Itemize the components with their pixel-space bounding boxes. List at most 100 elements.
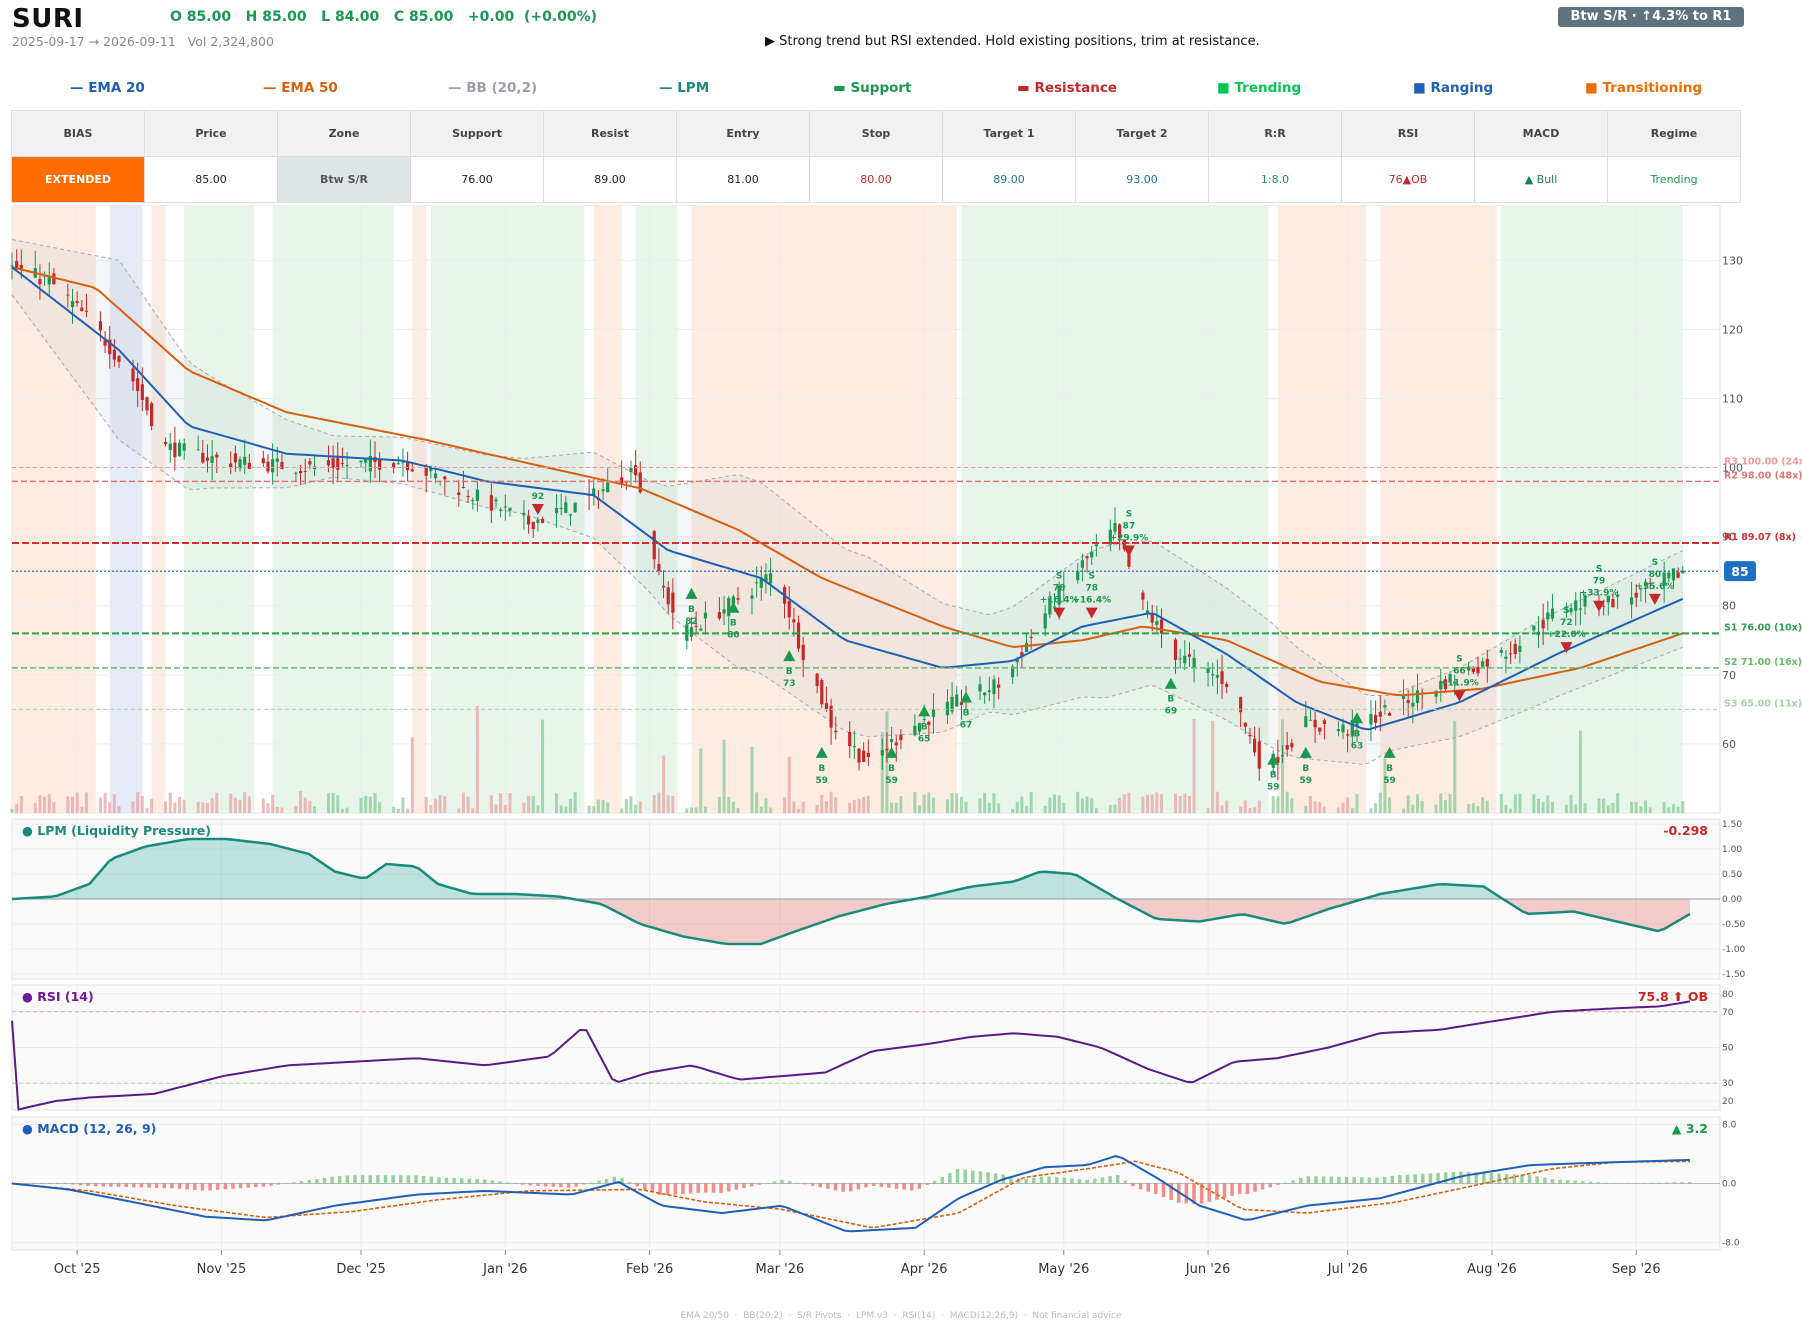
macd-histogram-bar <box>833 1183 838 1191</box>
macd-histogram-bar <box>1543 1177 1547 1184</box>
y-tick-label: -8.0 <box>1722 1239 1740 1249</box>
macd-histogram-bar <box>826 1183 830 1189</box>
lpm-positive-area <box>12 839 1690 899</box>
y-tick-label: -1.00 <box>1722 945 1746 955</box>
volume-bar <box>340 808 344 813</box>
sell-signal-marker <box>531 504 544 515</box>
volume-bar <box>1085 796 1089 813</box>
legend-item: — EMA 20 <box>70 80 145 96</box>
candle-body <box>792 619 796 623</box>
volume-bar <box>950 793 954 813</box>
macd-histogram-bar <box>620 1177 624 1184</box>
volume-bar <box>247 796 251 813</box>
candle-body <box>10 265 14 267</box>
volume-bar <box>1541 802 1545 813</box>
macd-histogram-bar <box>810 1183 815 1186</box>
y-tick-label: 30 <box>1722 1079 1734 1089</box>
candle-body <box>554 507 559 514</box>
volume-bar <box>1257 800 1261 813</box>
volume-bar <box>1160 794 1164 813</box>
candle-body <box>1415 690 1420 704</box>
volume-bar <box>392 806 396 813</box>
macd-histogram-bar <box>1527 1175 1532 1184</box>
macd-histogram-bar <box>284 1183 289 1184</box>
volume-bar <box>396 808 400 813</box>
volume-bar <box>587 805 591 813</box>
macd-histogram-bar <box>993 1173 998 1184</box>
volume-bar <box>489 795 493 813</box>
table-cell: 93.00 <box>1075 156 1209 203</box>
candle-body <box>1313 719 1317 728</box>
candle-body <box>522 512 526 516</box>
macd-histogram-bar <box>1024 1178 1028 1184</box>
macd-line <box>11 1155 1691 1233</box>
volume-bar <box>783 797 787 813</box>
macd-histogram-bar <box>1306 1176 1311 1184</box>
macd-histogram-bar <box>971 1170 975 1184</box>
volume-bar <box>131 801 135 813</box>
macd-histogram-bar <box>1642 1182 1646 1184</box>
signal-label: B <box>1270 771 1277 781</box>
candle-body <box>1336 729 1340 732</box>
rsi-panel: 80 70 50 30 20 ● RSI (14) 75.8 ⬆ OB <box>11 984 1734 1111</box>
volume-bar <box>1536 798 1540 813</box>
candle-body <box>1662 572 1666 586</box>
candle-body <box>108 339 112 355</box>
volume-bar <box>1150 794 1154 813</box>
macd-histogram-bar <box>1344 1176 1349 1184</box>
volume-bar <box>1052 794 1056 813</box>
macd-histogram-bar <box>566 1183 571 1188</box>
candle-body <box>820 680 824 705</box>
table-cell: Trending <box>1607 156 1741 203</box>
y-tick-label: 0.0 <box>1722 1180 1737 1190</box>
volume-bar <box>731 801 735 813</box>
volume-bar <box>638 801 642 813</box>
volume-bar <box>1420 800 1424 813</box>
x-tick-label: Jan '26 <box>482 1262 527 1277</box>
volume-bar <box>694 807 698 813</box>
volume-bar <box>1118 797 1122 813</box>
volume-bar <box>1281 719 1285 813</box>
candle-body <box>336 458 340 470</box>
volume-bar <box>243 792 247 813</box>
candle-body <box>1010 666 1015 678</box>
volume-bar <box>755 792 759 813</box>
volume-bar <box>1080 798 1084 813</box>
candle-body <box>392 463 396 469</box>
zone-badge: Btw S/R · ↑4.3% to R1 <box>1558 7 1744 27</box>
macd-histogram-bar <box>1337 1176 1341 1184</box>
candle-body <box>1518 645 1522 653</box>
candle-body <box>1155 621 1159 625</box>
volume-bar <box>685 808 689 813</box>
candle-body <box>913 725 917 736</box>
macd-histogram-bar <box>757 1183 761 1185</box>
date-range-volume: 2025-09-17 → 2026-09-11 Vol 2,324,800 <box>12 34 274 49</box>
candle-body <box>1276 756 1280 763</box>
candle-body <box>1127 553 1131 567</box>
volume-bar <box>1597 798 1601 813</box>
volume-bar <box>815 804 819 813</box>
sr-level-label: R3 100.00 (24x) <box>1724 457 1802 468</box>
candle-body <box>298 471 303 474</box>
volume-bar <box>1550 802 1554 813</box>
volume-bar <box>47 794 51 813</box>
signal-info-table: BIAS Price Zone Support Resist Entry Stop Targe… <box>11 110 1741 203</box>
macd-histogram-bar <box>139 1183 144 1188</box>
candle-body <box>1220 671 1224 685</box>
volume-bar <box>829 791 833 813</box>
buy-signal-marker <box>1299 746 1312 758</box>
volume-bar <box>261 798 265 813</box>
candle-body <box>163 441 168 445</box>
candle-body <box>1443 679 1448 690</box>
table-header-cell: Zone <box>277 110 411 157</box>
volume-bar <box>1616 793 1620 813</box>
volume-bar <box>1155 792 1159 813</box>
candle-body <box>764 574 768 582</box>
macd-histogram-bar <box>1482 1172 1486 1184</box>
macd-histogram-bar <box>521 1183 525 1185</box>
signal-label: 78 <box>1053 584 1066 594</box>
macd-histogram-bar <box>559 1183 563 1188</box>
table-header-cell: BIAS <box>11 110 145 157</box>
sell-signal-marker <box>1560 642 1573 654</box>
volume-bar <box>1187 796 1191 813</box>
